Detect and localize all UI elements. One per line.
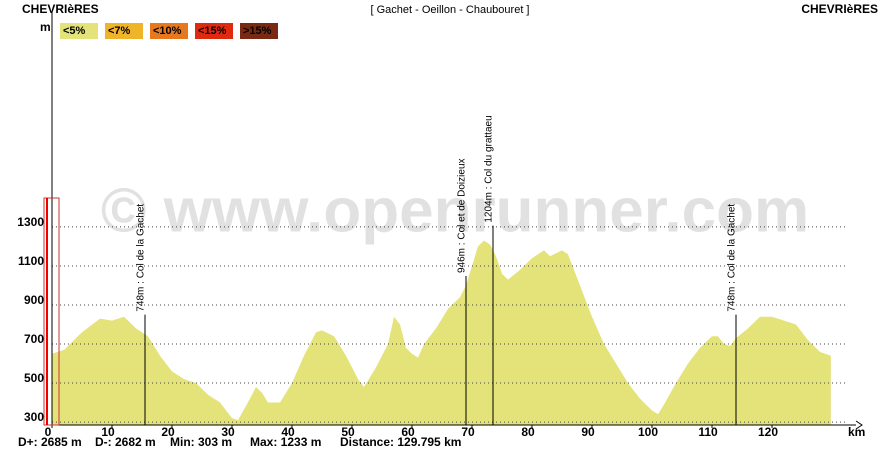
watermark: © www.openrunner.com	[101, 176, 809, 245]
x-tick-label: 30	[221, 425, 235, 439]
stat: Min: 303 m	[170, 435, 232, 449]
legend-label: <15%	[198, 25, 227, 37]
legend-label: <10%	[153, 25, 182, 37]
legend-swatch	[195, 23, 233, 39]
x-tick-label: 50	[341, 425, 355, 439]
y-tick-label: 300	[24, 410, 44, 424]
legend-swatch	[105, 23, 143, 39]
legend-label: <7%	[108, 25, 131, 37]
start-marker	[43, 197, 60, 426]
y-tick-label: 900	[24, 293, 44, 307]
x-tick-label: 110	[698, 425, 718, 439]
x-tick-label: 120	[758, 425, 778, 439]
stat: Max: 1233 m	[250, 435, 321, 449]
y-tick-label: 500	[24, 371, 44, 385]
x-tick-label: 70	[461, 425, 475, 439]
stat: Distance: 129.795 km	[340, 435, 461, 449]
annotation-label: 1204m : Col du grattaeu	[484, 115, 495, 222]
x-tick-label: 60	[401, 425, 415, 439]
x-tick-label: 20	[161, 425, 175, 439]
legend-label: <5%	[63, 25, 86, 37]
end-label: CHEVRIèRES	[801, 2, 878, 16]
annotation-label: 946m : Col et de Doizieux	[457, 158, 468, 273]
legend-swatch	[150, 23, 188, 39]
elevation-area	[52, 240, 831, 425]
legend-swatch	[60, 23, 98, 39]
x-tick-label: 90	[581, 425, 595, 439]
y-axis-label: m	[40, 20, 51, 34]
y-tick-label: 1300	[17, 215, 44, 229]
x-tick-label: 100	[638, 425, 658, 439]
x-tick-label: 80	[521, 425, 535, 439]
x-axis-label: km	[848, 425, 865, 439]
legend-label: >15%	[243, 25, 272, 37]
stat: D-: 2682 m	[95, 435, 156, 449]
x-tick-label: 0	[45, 425, 52, 439]
x-axis-arrow	[855, 420, 863, 430]
chart-title: [ Gachet - Oeillon - Chaubouret ]	[371, 4, 530, 16]
y-tick-label: 700	[24, 332, 44, 346]
x-tick-label: 10	[101, 425, 115, 439]
annotation-label: 748m : Col de la Gachet	[136, 204, 147, 312]
x-tick-label: 40	[281, 425, 295, 439]
annotation-label: 748m : Col de la Gachet	[727, 204, 738, 312]
start-label: CHEVRIèRES	[22, 2, 99, 16]
stat: D+: 2685 m	[18, 435, 82, 449]
legend-swatch	[240, 23, 278, 39]
y-tick-label: 1100	[18, 254, 44, 268]
